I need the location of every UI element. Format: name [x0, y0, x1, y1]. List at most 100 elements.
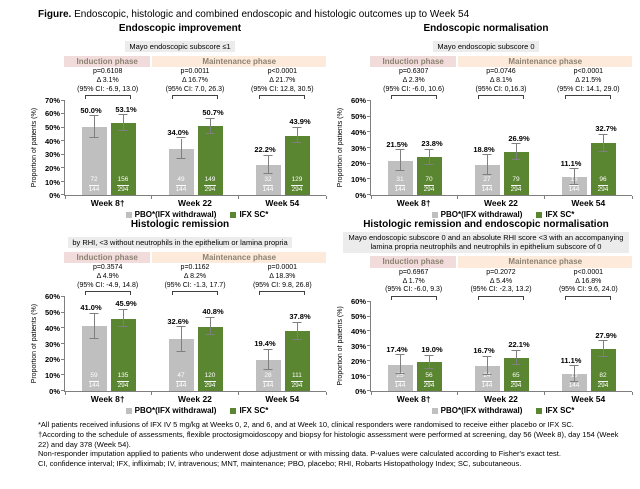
pbo-bar-slot: 27 144 18.8% [473, 100, 500, 195]
ifx-bar: 156 294 [110, 123, 136, 195]
y-tick-mark [61, 327, 65, 329]
y-tick-mark [61, 295, 65, 297]
error-bar-cap [205, 117, 215, 119]
y-tick-mark [367, 330, 371, 332]
value-label: 19.0% [421, 345, 443, 355]
chart-title: Histologic remission [130, 219, 230, 230]
confidence-interval: (95% CI: 9.6, 24.0) [558, 286, 618, 294]
y-tick-label: 40% [350, 127, 366, 137]
bar-group: 49 144 34.0% 149 294 50.7% [152, 100, 239, 195]
legend-item-pbo: PBO*(IFX withdrawal) [125, 406, 216, 415]
y-tick-mark [61, 390, 65, 392]
y-tick-mark [367, 147, 371, 148]
total-count: 144 [262, 185, 274, 193]
chart-panel: Histologic remission by RHI, <3 without … [30, 219, 330, 415]
y-axis-label: Proportion of patients (%) [337, 306, 344, 387]
legend-item-ifx: IFX SC* [536, 406, 574, 415]
bar-group: 28 144 19.4% 111 294 37.8% [239, 296, 326, 391]
legend-item-ifx: IFX SC* [230, 406, 268, 415]
x-labels: Week 8† Week 22 Week 54 [370, 393, 632, 404]
stats-row: p=0.3574 Δ 4.9% (95% CI: -4.9, 14.8) p=0.11… [64, 264, 326, 296]
x-labels: Week 8† Week 22 Week 54 [370, 198, 632, 208]
figure-title: Figure. Endoscopic, histologic and combi… [38, 9, 630, 20]
y-tick-label: 40% [44, 323, 60, 333]
p-value: p<0.0001 [267, 68, 298, 76]
y-tick-mark [61, 140, 65, 142]
plot-area: 31 144 21.5% 70 294 23.8% 27 144 18.8% 79 294 26.9%… [367, 99, 633, 199]
x-tick-mark [370, 391, 372, 395]
error-bar-cap [569, 168, 579, 170]
error-bar-cap [292, 126, 302, 128]
n-over-total: 25 144 [388, 372, 413, 389]
error-bar [122, 309, 124, 328]
y-tick-label: 20% [350, 356, 366, 366]
total-count: 294 [423, 185, 435, 193]
value-label: 27.9% [595, 330, 617, 340]
error-bar-cap [263, 172, 273, 174]
total-count: 294 [597, 381, 609, 389]
chart-subtitle-wrap: Mayo endoscopic subscore 0 and an absolu… [336, 231, 636, 255]
error-bar [296, 322, 298, 340]
y-tick-label: 60% [44, 109, 60, 119]
y-tick-mark [367, 99, 371, 101]
stats-row: p=0.6967 Δ 1.7% (95% CI: -6.0, 9.3) p=0.207… [370, 268, 632, 301]
total-count: 144 [175, 185, 187, 193]
error-bar [573, 169, 575, 186]
error-bar-cap [395, 149, 405, 151]
error-bar-cap [424, 354, 434, 356]
pbo-bar-slot: 72 144 50.0% [80, 100, 107, 195]
plot-area: 25 144 17.4% 56 294 19.0% 24 144 16.7% 65 294 22.1%… [367, 300, 633, 395]
x-tick-mark [325, 391, 327, 395]
legend-label: IFX SC* [239, 210, 269, 219]
y-tick-mark [61, 194, 65, 196]
pbo-bar-slot: 1614411.1% [561, 301, 587, 391]
error-bar [428, 149, 430, 165]
legend: PBO*(IFX withdrawal) IFX SC* [370, 210, 636, 219]
y-tick-label: 50% [44, 307, 60, 317]
confidence-interval: (95% CI: -6.0, 9.3) [385, 286, 443, 294]
confidence-interval: (95% CI: 9.8, 26.8) [252, 281, 312, 289]
n-over-total: 70 294 [417, 176, 442, 193]
ifx-bar: 149 294 [197, 126, 223, 195]
legend-item-ifx: IFX SC* [536, 210, 574, 219]
y-tick-label: 60% [44, 291, 60, 301]
comparison-bracket [390, 95, 437, 100]
error-bar-cap [176, 137, 186, 139]
value-label: 53.1% [115, 104, 137, 114]
error-bar [515, 144, 517, 161]
value-label: 37.8% [289, 312, 311, 322]
error-bar-cap [395, 170, 405, 172]
comparison-bracket [565, 95, 612, 100]
y-axis-label: Proportion of patients (%) [31, 304, 38, 384]
responder-count: 28 [263, 372, 273, 382]
maintenance-phase-band: Maintenance phase [152, 251, 326, 264]
x-category-label: Week 22 [484, 393, 518, 404]
delta-value: Δ 18.3% [269, 272, 296, 280]
error-bar-cap [482, 373, 492, 375]
stat-block: p<0.0001 Δ 21.5% (95% CI: 14.1, 29.0) [545, 68, 632, 100]
error-bar-cap [263, 369, 273, 371]
total-count: 144 [481, 185, 493, 193]
x-tick-mark [325, 195, 327, 199]
y-tick-label: 40% [350, 326, 366, 336]
y-tick-mark [367, 115, 371, 117]
p-value: p=0.2072 [486, 268, 516, 276]
error-bar [122, 115, 124, 131]
p-value: p=0.3574 [92, 264, 123, 272]
error-bar-cap [89, 312, 99, 314]
total-count: 144 [175, 381, 187, 389]
delta-value: Δ 8.2% [183, 272, 207, 280]
error-bar-cap [205, 334, 215, 336]
error-bar-cap [598, 340, 608, 342]
chart-subtitle-wrap: by RHI, <3 without neutrophils in the ep… [30, 232, 330, 250]
comparison-bracket [259, 291, 306, 296]
x-tick-mark [64, 195, 66, 199]
delta-value: Δ 5.4% [489, 277, 513, 285]
y-tick-label: 30% [44, 150, 60, 160]
chart-panel: Histologic remission and endoscopic norm… [336, 219, 636, 415]
error-bar [93, 313, 95, 339]
error-bar-cap [292, 142, 302, 144]
y-tick-mark [61, 311, 65, 313]
x-labels: Week 8† Week 22 Week 54 [64, 198, 326, 208]
